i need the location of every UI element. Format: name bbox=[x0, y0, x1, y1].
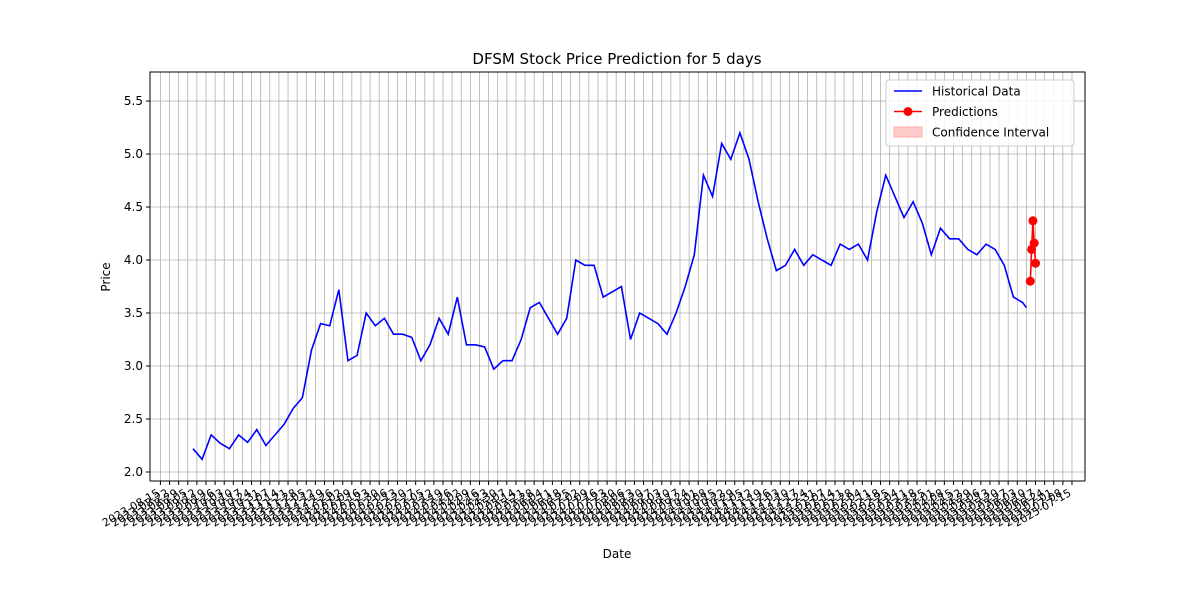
y-tick-label: 4.5 bbox=[124, 200, 143, 214]
y-tick-label: 3.5 bbox=[124, 306, 143, 320]
chart-title: DFSM Stock Price Prediction for 5 days bbox=[472, 50, 761, 68]
data-point bbox=[1029, 238, 1039, 248]
y-tick-label: 5.5 bbox=[124, 94, 143, 108]
x-axis-label: Date bbox=[603, 547, 632, 561]
legend-label: Historical Data bbox=[932, 85, 1021, 99]
data-point bbox=[1031, 258, 1041, 268]
y-axis-label: Price bbox=[99, 262, 113, 291]
data-point bbox=[1025, 276, 1035, 286]
y-tick-label: 4.0 bbox=[124, 253, 143, 267]
plot-frame bbox=[149, 71, 1086, 482]
y-tick-label: 3.0 bbox=[124, 359, 143, 373]
y-tick-label: 2.0 bbox=[124, 465, 143, 479]
y-tick-label: 2.5 bbox=[124, 412, 143, 426]
data-point bbox=[1028, 216, 1038, 226]
legend-box bbox=[885, 79, 1075, 147]
legend-marker bbox=[903, 107, 913, 116]
legend-label: Confidence Interval bbox=[932, 126, 1049, 140]
legend-swatch bbox=[893, 126, 923, 138]
series-line bbox=[192, 130, 1028, 461]
legend-label: Predictions bbox=[932, 105, 998, 119]
y-tick-label: 5.0 bbox=[124, 147, 143, 161]
